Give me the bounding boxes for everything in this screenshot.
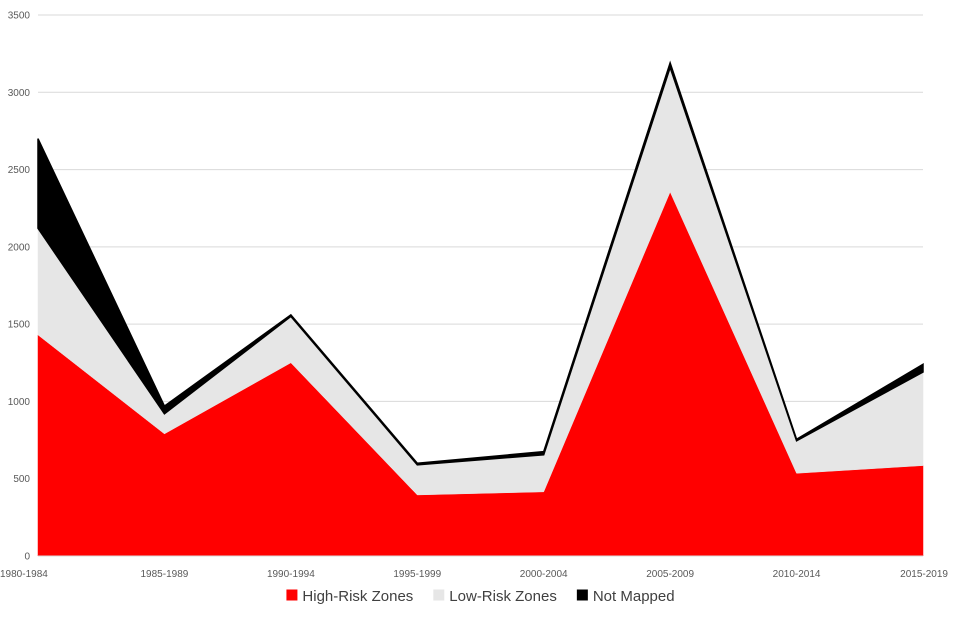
- y-tick-label: 0: [24, 552, 30, 563]
- legend-swatch-not-mapped: [576, 589, 588, 601]
- plot-areas: [37, 60, 924, 557]
- x-tick-label: 1995-1999: [393, 569, 441, 580]
- x-axis-tick-labels: 1980-1984 1985-1989 1990-1994 1995-1999 2000…: [0, 569, 948, 580]
- x-tick-label: 2010-2014: [773, 569, 821, 580]
- x-tick-label: 1990-1994: [267, 569, 315, 580]
- legend-swatch-high-risk-zones: [286, 589, 298, 601]
- legend-label-low-risk-zones: Low-Risk Zones: [449, 588, 557, 605]
- y-axis-tick-labels: 0 500 1000 1500 2000 2500 3000 3500: [8, 11, 31, 563]
- x-tick-label: 2005-2009: [646, 569, 694, 580]
- x-tick-label: 1985-1989: [141, 569, 189, 580]
- x-tick-label: 1980-1984: [0, 569, 48, 580]
- y-tick-label: 1000: [8, 397, 31, 408]
- legend-label-not-mapped: Not Mapped: [593, 588, 675, 605]
- y-tick-label: 2500: [8, 165, 31, 176]
- x-tick-label: 2000-2004: [520, 569, 568, 580]
- legend-swatch-low-risk-zones: [433, 589, 445, 601]
- y-tick-label: 500: [13, 474, 30, 485]
- area-not-mapped: [37, 60, 924, 466]
- x-tick-label: 2015-2019: [900, 569, 948, 580]
- y-tick-label: 3500: [8, 11, 31, 22]
- y-tick-label: 2000: [8, 242, 31, 253]
- y-tick-label: 3000: [8, 88, 31, 99]
- y-tick-label: 1500: [8, 320, 31, 331]
- legend-label-high-risk-zones: High-Risk Zones: [302, 588, 413, 605]
- legend: High-Risk Zones Low-Risk Zones Not Mapped: [286, 588, 675, 605]
